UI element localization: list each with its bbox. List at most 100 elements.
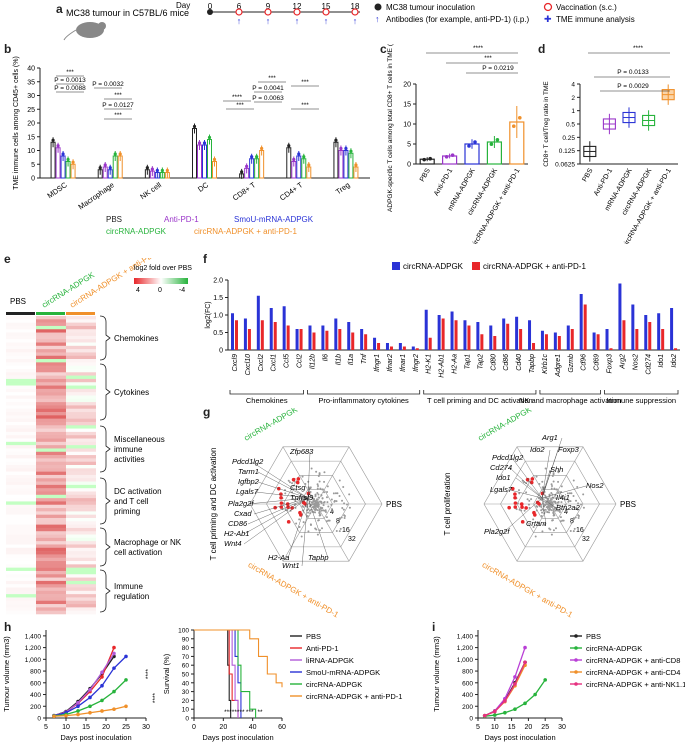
gene-point bbox=[323, 501, 326, 504]
heatmap-cell bbox=[6, 610, 36, 615]
y-tick-label: 20 bbox=[27, 121, 35, 128]
bar bbox=[532, 343, 536, 350]
y-tick-label: 20 bbox=[182, 698, 190, 705]
svg-text:Antibodies (for example, anti-: Antibodies (for example, anti-PD-1) (i.p… bbox=[386, 15, 530, 24]
heatmap-cell bbox=[36, 610, 66, 615]
highlight-point bbox=[524, 506, 528, 510]
gene-point bbox=[320, 501, 323, 504]
data-point bbox=[512, 124, 516, 128]
bar bbox=[644, 315, 648, 350]
chart-f: 0 0.5 1.0 1.5 2.0 log2(FC) Cxcl9 Cxcl10 Cxcl2 Cxc… bbox=[205, 262, 680, 405]
bar bbox=[674, 348, 678, 350]
legend-entry: SmoU-mRNA-ADPGK bbox=[306, 668, 380, 677]
data-point bbox=[160, 168, 164, 173]
category-label: DC bbox=[196, 180, 211, 194]
y-tick-label: 1,200 bbox=[25, 645, 42, 652]
gene-point bbox=[569, 530, 572, 533]
y-axis-label: Survival (%) bbox=[162, 653, 171, 694]
bar bbox=[592, 332, 596, 350]
gene-point bbox=[316, 509, 319, 512]
bar bbox=[476, 322, 480, 350]
gene-point bbox=[548, 527, 551, 530]
heatmap-cell bbox=[66, 378, 96, 383]
bar bbox=[424, 309, 428, 350]
chart-d: 0.0625 0.125 0.25 0.5 1 2 4 CD8+ T cell/Treg ra… bbox=[543, 45, 678, 244]
gene-label: Igfbp2 bbox=[238, 477, 260, 486]
highlight-point bbox=[279, 501, 284, 505]
gene-point bbox=[536, 521, 539, 524]
gene-point bbox=[541, 530, 544, 533]
heatmap-cell bbox=[6, 368, 36, 373]
gene-label: Foxp3 bbox=[558, 445, 580, 454]
heatmap-cell bbox=[6, 501, 36, 506]
y-tick-label: 70 bbox=[182, 654, 190, 661]
heatmap-cell bbox=[66, 461, 96, 466]
gene-point bbox=[540, 515, 543, 518]
heatmap-cell bbox=[66, 511, 96, 515]
series-point bbox=[64, 713, 68, 718]
x-tick-label: 25 bbox=[541, 724, 549, 731]
heatmap-cell bbox=[6, 382, 36, 386]
series-line bbox=[484, 647, 526, 717]
heatmap-cell bbox=[66, 534, 96, 539]
gene-point bbox=[557, 491, 560, 494]
y-tick-label: 0 bbox=[185, 716, 189, 723]
heatmap-cell bbox=[6, 590, 36, 595]
data-point bbox=[518, 116, 522, 120]
gene-point bbox=[552, 529, 555, 532]
heatmap-cell bbox=[6, 316, 36, 320]
label-leader bbox=[541, 497, 557, 509]
gene-label: H2-Ab1 bbox=[439, 354, 446, 378]
gene-point bbox=[546, 511, 549, 514]
gene-point bbox=[318, 508, 321, 511]
heatmap-cell bbox=[36, 551, 66, 555]
heatmap-cell bbox=[66, 567, 96, 572]
series-line bbox=[484, 661, 526, 717]
y-tick-label: 40 bbox=[182, 680, 190, 687]
gene-point bbox=[577, 517, 580, 520]
p-value: *** bbox=[114, 92, 122, 99]
y-tick-label: 15 bbox=[27, 134, 35, 141]
label-leader bbox=[307, 487, 311, 499]
gene-point bbox=[528, 499, 531, 502]
highlight-point bbox=[510, 486, 515, 491]
heatmap-cell bbox=[36, 412, 66, 416]
gene-point bbox=[346, 503, 349, 506]
p-value: **** bbox=[232, 94, 243, 101]
gene-point bbox=[550, 501, 553, 504]
heatmap-cell bbox=[66, 527, 96, 532]
gene-point bbox=[546, 499, 549, 502]
chart-h1: 0 200 400 600 800 1,000 1,200 1,400 5 10 15 20 25 30 D… bbox=[2, 630, 159, 742]
series-point bbox=[76, 709, 80, 713]
gene-point bbox=[315, 470, 318, 473]
series-point bbox=[124, 704, 128, 709]
y-tick-label: 1.5 bbox=[213, 295, 223, 302]
ring-label: 32 bbox=[348, 536, 356, 543]
gene-label: Cxcl1 bbox=[271, 354, 278, 372]
gene-point bbox=[315, 499, 318, 502]
bar bbox=[364, 334, 368, 350]
legend-entry: circRNA-ADPGK + anti-PD-1 bbox=[483, 262, 586, 271]
heatmap-cell bbox=[66, 408, 96, 413]
legend-vaccination: Vaccination (s.c.) bbox=[543, 2, 617, 12]
bar bbox=[631, 304, 635, 350]
gene-point bbox=[323, 471, 326, 474]
label-leader bbox=[253, 497, 309, 515]
heatmap-cell bbox=[66, 392, 96, 396]
y-tick-label: 0.5 bbox=[213, 330, 223, 337]
data-point bbox=[302, 155, 306, 159]
heatmap-cell bbox=[6, 594, 36, 598]
bar bbox=[389, 346, 393, 350]
gene-point bbox=[549, 499, 552, 502]
vaccination-dot bbox=[322, 8, 330, 16]
x-tick-label: 10 bbox=[491, 724, 499, 731]
group-bracket bbox=[423, 390, 537, 395]
data-point bbox=[197, 141, 202, 145]
heatmap-cell bbox=[36, 504, 66, 509]
bar bbox=[519, 329, 523, 350]
bar bbox=[648, 322, 652, 350]
gene-label: Wnt4 bbox=[224, 539, 242, 548]
gene-point bbox=[562, 519, 565, 522]
label-leader bbox=[243, 497, 309, 535]
gene-point bbox=[301, 509, 304, 512]
